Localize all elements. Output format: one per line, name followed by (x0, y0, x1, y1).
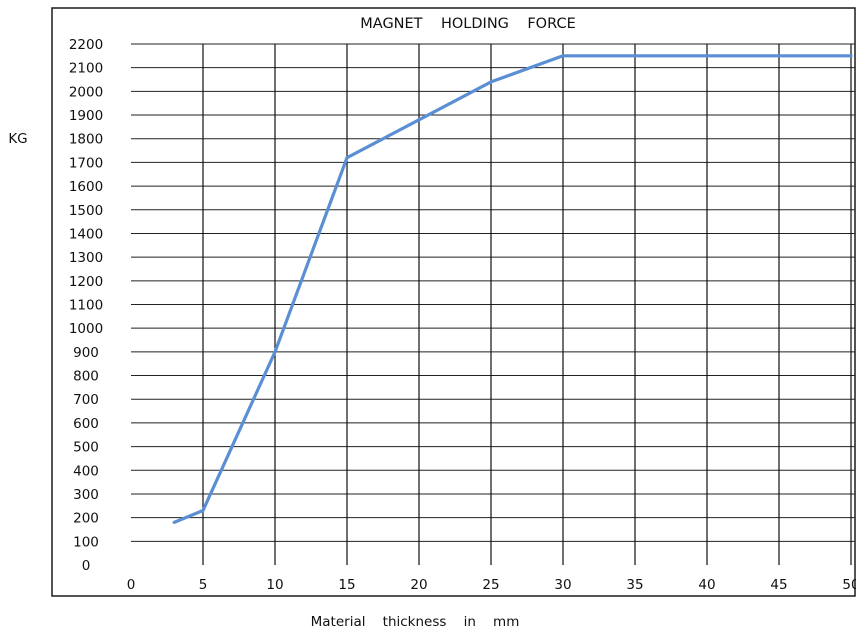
y-tick-label: 2100 (69, 61, 103, 77)
chart-title: MAGNET HOLDING FORCE (360, 16, 575, 32)
y-tick-label: 1900 (69, 108, 103, 124)
y-tick-label: 100 (73, 534, 99, 550)
y-tick-label: 900 (73, 345, 99, 361)
x-tick-labels: 0 5 10 15 20 25 30 35 40 45 50 (127, 577, 856, 593)
y-tick-labels: 0 100 200 300 400 500 600 700 800 900 1000 1100 1200… (69, 37, 103, 574)
series-line (172, 54, 853, 525)
y-tick-label: 1400 (69, 226, 103, 242)
y-tick-label: 500 (73, 440, 99, 456)
y-tick-label: 1700 (69, 155, 103, 171)
x-axis-label: Material thickness in mm (311, 614, 520, 630)
x-tick-label: 35 (626, 577, 643, 593)
y-tick-label: 2200 (69, 37, 103, 53)
y-tick-label: 200 (73, 511, 99, 527)
x-tick-label: 5 (199, 577, 208, 593)
x-tick-label: 0 (127, 577, 136, 593)
y-tick-label: 0 (82, 558, 91, 574)
x-tick-label: 30 (554, 577, 571, 593)
y-tick-label: 1600 (69, 179, 103, 195)
grid (131, 43, 855, 565)
y-tick-label: 1100 (69, 298, 103, 314)
x-tick-label: 15 (338, 577, 355, 593)
y-tick-label: 700 (73, 392, 99, 408)
x-tick-label: 25 (482, 577, 499, 593)
y-tick-label: 1500 (69, 203, 103, 219)
y-tick-label: 1800 (69, 132, 103, 148)
x-tick-label: 10 (266, 577, 283, 593)
y-tick-label: 600 (73, 416, 99, 432)
series-layer (172, 54, 853, 525)
x-tick-label: 50 (842, 577, 856, 593)
x-tick-label: 20 (410, 577, 427, 593)
y-tick-label: 800 (73, 369, 99, 385)
x-tick-label: 45 (770, 577, 787, 593)
y-tick-label: 300 (73, 487, 99, 503)
y-tick-label: 1200 (69, 274, 103, 290)
y-tick-label: 400 (73, 463, 99, 479)
y-tick-label: 2000 (69, 84, 103, 100)
x-tick-label: 40 (698, 577, 715, 593)
y-tick-label: 1300 (69, 250, 103, 266)
y-tick-label: 1000 (69, 321, 103, 337)
outer-frame (51, 7, 856, 597)
y-axis-label: KG (8, 131, 27, 147)
